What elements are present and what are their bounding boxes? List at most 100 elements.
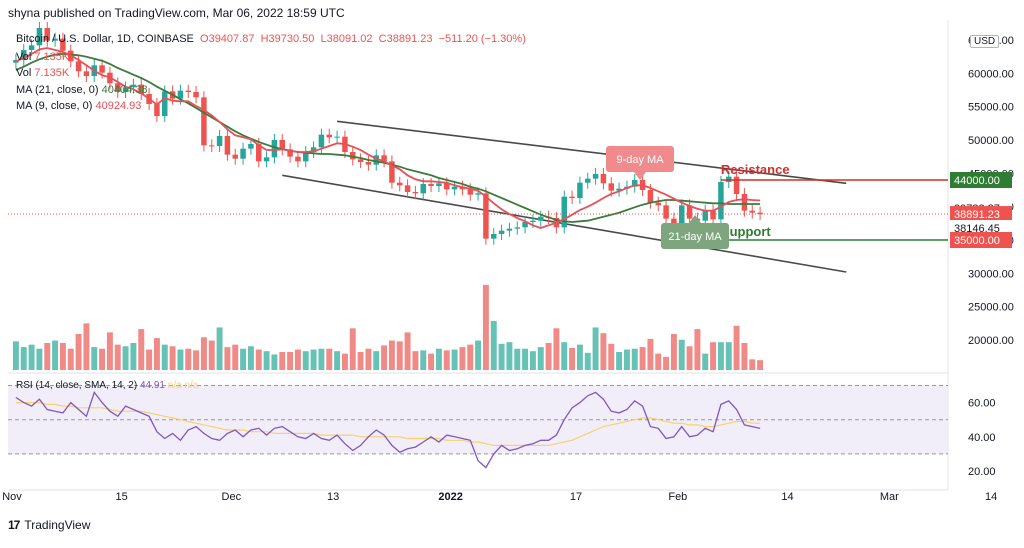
volume-bar — [647, 338, 654, 370]
ma9-label: MA (9, close, 0) — [16, 100, 93, 112]
ma9-legend[interactable]: MA (9, close, 0) 40924.93 — [16, 100, 141, 112]
low-value: L38091.02 — [320, 33, 373, 45]
symbol-name[interactable]: Bitcoin / U.S. Dollar, 1D, COINBASE — [16, 33, 194, 45]
volume-bar — [569, 347, 576, 370]
candle-body — [757, 212, 763, 215]
volume-bar — [365, 348, 372, 370]
volume-bar — [459, 347, 466, 370]
volume-value-1: 7.135K — [34, 51, 70, 63]
rsi-axis-label: 40.00 — [968, 432, 996, 444]
candle-body — [162, 91, 168, 116]
volume-bar — [28, 344, 35, 370]
volume-bar — [490, 320, 497, 370]
volume-bar — [75, 334, 82, 370]
volume-bar — [255, 349, 262, 370]
volume-label-2: Vol — [16, 67, 32, 79]
candle-body — [577, 182, 583, 198]
candle-body — [679, 205, 685, 224]
time-axis-label: 13 — [327, 491, 339, 503]
volume-bar — [240, 348, 247, 370]
time-axis-label: 14 — [985, 491, 997, 503]
volume-legend[interactable]: Vol 7.135K — [16, 51, 69, 63]
candle-body — [608, 183, 614, 191]
candle-body — [21, 50, 27, 60]
ma21-legend[interactable]: MA (21, close, 0) 40404.38 — [16, 84, 148, 96]
volume-bar — [522, 348, 529, 370]
volume-bar — [106, 332, 113, 370]
change-value: −511.20 (−1.30%) — [438, 33, 526, 45]
volume-bar — [506, 342, 513, 370]
candle-body — [671, 218, 677, 224]
candle-body — [130, 84, 137, 88]
candle-body — [718, 182, 724, 220]
volume-bar — [670, 334, 677, 370]
candle-body — [248, 144, 254, 149]
volume-bar — [467, 344, 474, 370]
volume-bar — [341, 353, 348, 370]
volume-bar — [20, 347, 27, 370]
volume-bar — [686, 346, 693, 370]
ma9-line — [15, 47, 761, 229]
candle-body — [232, 154, 238, 159]
rsi-sma-line — [15, 402, 761, 446]
volume-bar — [600, 333, 607, 370]
price-axis-label: 60000.00 — [968, 68, 1014, 80]
volume-bar — [294, 349, 301, 370]
high-value: H39730.50 — [260, 33, 315, 45]
volume-bar — [545, 343, 552, 370]
volume-bar — [334, 351, 341, 370]
candle-body — [389, 161, 395, 183]
volume-bar — [67, 348, 74, 370]
resistance-price-badge-bg — [950, 172, 1012, 188]
volume-bar — [208, 340, 215, 370]
candle-body — [75, 61, 82, 72]
candle-body — [154, 104, 160, 116]
candle-body — [224, 136, 231, 155]
volume-bar — [561, 342, 568, 370]
volume-bar — [498, 343, 505, 370]
time-axis-label: 15 — [116, 491, 128, 503]
open-value: O39407.87 — [200, 33, 255, 45]
time-axis-label: Nov — [2, 491, 22, 503]
volume-bar — [247, 346, 254, 370]
candle-body — [263, 157, 270, 162]
volume-bar — [616, 352, 623, 370]
currency-badge[interactable]: USD — [970, 35, 1000, 48]
tradingview-logo[interactable]: 17 TradingView — [8, 518, 90, 532]
candle-body — [365, 162, 372, 165]
candle-body — [44, 28, 50, 41]
candle-body — [60, 38, 66, 51]
volume-bar — [59, 343, 66, 370]
candle-body — [412, 192, 419, 194]
volume-value-2: 7.135K — [34, 67, 70, 79]
candle-body — [420, 184, 426, 194]
candle-body — [318, 134, 325, 148]
candle-body — [373, 155, 379, 165]
volume-bar — [388, 340, 395, 370]
candle-body — [36, 28, 43, 46]
volume-bar — [52, 340, 59, 370]
candle-body — [428, 184, 434, 186]
volume-bar — [702, 353, 709, 370]
volume-bar — [694, 329, 701, 370]
time-axis-label: 14 — [781, 491, 793, 503]
volume-bar — [678, 339, 685, 370]
volume-legend-2[interactable]: Vol 7.135K — [16, 67, 69, 79]
resistance-label: Resistance — [721, 162, 790, 177]
rsi-axis-label: 20.00 — [968, 466, 996, 478]
candle-body — [436, 183, 442, 186]
candle-body — [569, 196, 575, 198]
candle-body — [404, 185, 411, 192]
volume-bar — [592, 327, 599, 370]
candle-body — [381, 155, 387, 162]
rsi-legend[interactable]: RSI (14, close, SMA, 14, 2) 44.91 n/a n/… — [16, 380, 198, 391]
candle-body — [498, 230, 505, 234]
volume-bar — [475, 340, 482, 370]
price-axis-label: 25000.00 — [968, 302, 1014, 314]
ma21-callout-box — [661, 223, 729, 249]
time-axis-label: 17 — [570, 491, 582, 503]
volume-bar — [302, 351, 309, 370]
candle-body — [444, 183, 450, 190]
